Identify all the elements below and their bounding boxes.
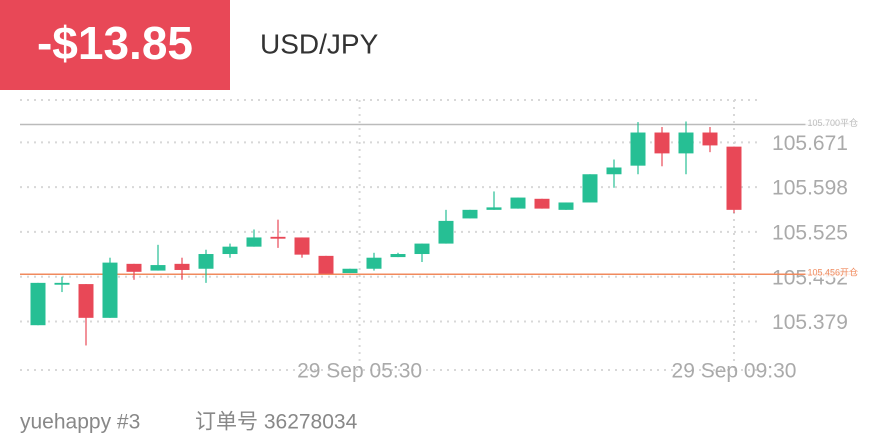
candle-body [102, 262, 118, 318]
x-tick-label: 29 Sep 05:30 [297, 360, 422, 383]
candle-body [78, 284, 94, 318]
reference-label: 105.700平仓 [807, 117, 858, 128]
user: yuehappy #3 [20, 411, 140, 434]
reference-label-bg [805, 116, 860, 128]
candle-body [486, 207, 502, 210]
candle-body [606, 167, 622, 175]
candle-body [414, 243, 430, 255]
order-number: 订单号 36278034 [195, 411, 358, 434]
candle-body [462, 209, 478, 219]
y-tick-label: 105.525 [772, 221, 848, 244]
reference-label: 105.456开仓 [807, 267, 858, 278]
pnl: -$13.85 [37, 17, 193, 69]
candle-body [630, 132, 646, 166]
candle-body [294, 237, 310, 255]
candle-body [582, 174, 598, 203]
reference-label-bg [805, 266, 860, 278]
y-tick-label: 105.379 [772, 311, 848, 334]
candle-body [174, 263, 190, 270]
candle-body [534, 198, 550, 209]
candle-body [246, 237, 262, 247]
candle-body [510, 197, 526, 209]
candle-body [654, 132, 670, 154]
candle-body [198, 254, 214, 269]
candle-body [678, 132, 694, 154]
candle-body [366, 257, 382, 269]
candle-body [30, 282, 46, 326]
candle-body [438, 220, 454, 244]
candle-body [54, 282, 70, 285]
x-tick-label: 29 Sep 09:30 [672, 360, 797, 383]
candle-body [222, 246, 238, 255]
candle-body [126, 263, 142, 272]
candle-body [702, 132, 718, 146]
candle-body [270, 236, 286, 239]
candle-body [726, 146, 742, 210]
candle-body [318, 255, 334, 274]
candle-body [390, 254, 406, 258]
candle-body [150, 265, 166, 271]
pnl-badge [0, 0, 230, 90]
symbol: USD/JPY [260, 28, 379, 59]
candle-body [342, 268, 358, 274]
y-tick-label: 105.598 [772, 177, 848, 200]
y-tick-label: 105.671 [772, 132, 848, 155]
candle-body [558, 202, 574, 210]
